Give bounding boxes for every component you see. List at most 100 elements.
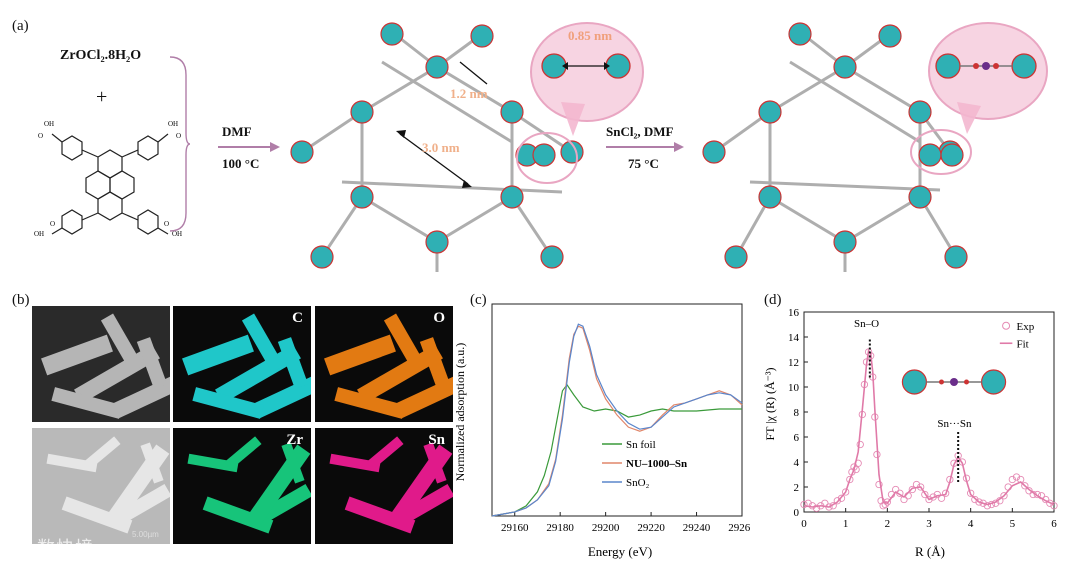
eds-map-tile: Zr <box>173 428 311 544</box>
step1-arrow <box>218 142 280 152</box>
exp-point <box>967 489 975 497</box>
series-line <box>491 383 742 517</box>
nanorod-mark <box>187 453 239 473</box>
nanorod-mark <box>324 334 396 376</box>
exafs-chart: FT |χ (R) (Å⁻³) R (Å) 0 1 2 3 4 5 602468101214… <box>763 307 1058 559</box>
nanorod-mark <box>419 337 451 389</box>
step1-temperature: 100 °C <box>222 156 260 171</box>
nanorod-mark <box>253 369 311 419</box>
exp-point <box>833 497 841 505</box>
nanorod-mark <box>100 313 144 373</box>
exafs-y-axis-label: FT |χ (R) (Å⁻³) <box>763 367 777 440</box>
exp-point <box>1033 490 1041 499</box>
legend-label: NU–1000–Sn <box>626 458 687 470</box>
x-tick-label: 6 <box>1051 518 1057 530</box>
carbonyl-label-1: O <box>38 132 43 140</box>
eds-map-tile <box>32 306 170 422</box>
exp-point <box>852 465 860 474</box>
exp-point <box>1050 502 1058 510</box>
step2-temperature: 75 °C <box>628 156 659 171</box>
x-tick-label: 29260 <box>728 522 750 534</box>
x-tick-label: 5 <box>1010 518 1016 530</box>
y-tick-label: 0 <box>794 507 800 519</box>
nanorod-mark <box>334 387 406 419</box>
step2-arrow <box>606 142 684 152</box>
exp-point <box>856 440 864 449</box>
xanes-chart: Normalized adsorption (a.u.) Energy (eV)… <box>453 303 750 559</box>
legend-label-exp: Exp <box>1017 321 1035 333</box>
eds-map-tile <box>32 428 170 544</box>
panel-c-label: (c) <box>470 292 487 308</box>
exp-point <box>800 500 808 509</box>
cooh-label-1: OH <box>44 120 54 128</box>
eds-map-tile: O <box>315 306 453 422</box>
tcpp-linker-structure: OH OH OH OH O O O O <box>34 120 182 238</box>
exp-point <box>842 488 850 496</box>
exp-point <box>837 494 846 502</box>
exp-point <box>1012 473 1021 481</box>
y-tick-label: 10 <box>788 382 800 394</box>
sn-bridge-inset <box>901 369 1007 395</box>
xanes-x-axis-label: Energy (eV) <box>588 544 652 559</box>
nanorod-mark <box>366 436 404 470</box>
eds-element-tag: O <box>433 310 445 326</box>
reagent-bracket <box>169 56 191 232</box>
y-tick-label: 14 <box>788 332 800 344</box>
panel-d-label: (d) <box>764 292 782 308</box>
nanorod-mark <box>192 387 264 419</box>
x-tick-label: 4 <box>968 518 974 530</box>
x-tick-label: 3 <box>926 518 932 530</box>
x-tick-label: 29240 <box>683 522 711 534</box>
carbonyl-label-3: O <box>50 220 55 228</box>
x-tick-label: 29160 <box>501 522 529 534</box>
legend-label: SnO₂ <box>626 477 650 489</box>
x-tick-label: 29180 <box>546 522 574 534</box>
nanorod-mark <box>395 483 453 527</box>
sem-scale-bar-text: 5.00µm <box>132 530 159 539</box>
zoom-callout-2 <box>910 102 981 175</box>
nanorod-mark <box>51 387 123 419</box>
nanorod-mark <box>281 442 305 484</box>
cooh-label-3: OH <box>34 230 44 238</box>
nanorod-mark <box>277 337 309 389</box>
fit-line <box>803 348 1055 508</box>
panel-b-label: (b) <box>12 292 30 308</box>
pore-distance-label-1: 1.2 nm <box>450 86 488 101</box>
plus-sign: + <box>96 86 108 108</box>
node-pair-bubble-1 <box>541 53 631 79</box>
step2-reagents: SnCl₂, DMF <box>606 124 674 139</box>
pore-distance-label-2: 3.0 nm <box>422 140 460 155</box>
eds-element-tag: Sn <box>428 432 445 448</box>
exp-point <box>1000 492 1008 500</box>
nanorod-mark <box>253 483 311 527</box>
peak-label-sn-o: Sn–O <box>854 318 879 330</box>
sn-bridged-node-pair <box>935 53 1037 79</box>
nanorod-mark <box>182 334 254 376</box>
reagent-zrocl2: ZrOCl₂.8H₂O <box>60 48 142 63</box>
exp-point <box>983 502 991 510</box>
eds-map-tile: C <box>173 306 311 422</box>
exp-point <box>975 498 983 506</box>
nanorod-mark <box>41 334 113 376</box>
legend-marker-exp <box>1002 321 1011 330</box>
carbonyl-label-2: O <box>176 132 181 140</box>
y-tick-label: 16 <box>788 307 800 319</box>
y-tick-label: 8 <box>794 407 800 419</box>
cooh-label-4: OH <box>172 230 182 238</box>
nu1000-sn-framework <box>702 22 968 272</box>
y-tick-label: 2 <box>794 482 800 494</box>
exp-point <box>812 504 821 512</box>
exp-point <box>1008 475 1016 484</box>
exafs-x-axis-label: R (Å) <box>915 544 945 559</box>
exp-point <box>1025 487 1033 495</box>
nanorod-mark <box>329 453 381 473</box>
nanorod-mark <box>224 436 262 470</box>
nanorod-mark <box>136 337 168 389</box>
legend-label: Sn foil <box>626 439 656 451</box>
exp-point <box>908 485 916 494</box>
nanorod-mark <box>423 442 447 484</box>
exp-point <box>921 490 929 499</box>
eds-element-tag: C <box>292 310 303 326</box>
x-tick-label: 0 <box>801 518 807 530</box>
nanorod-mark <box>46 453 98 473</box>
